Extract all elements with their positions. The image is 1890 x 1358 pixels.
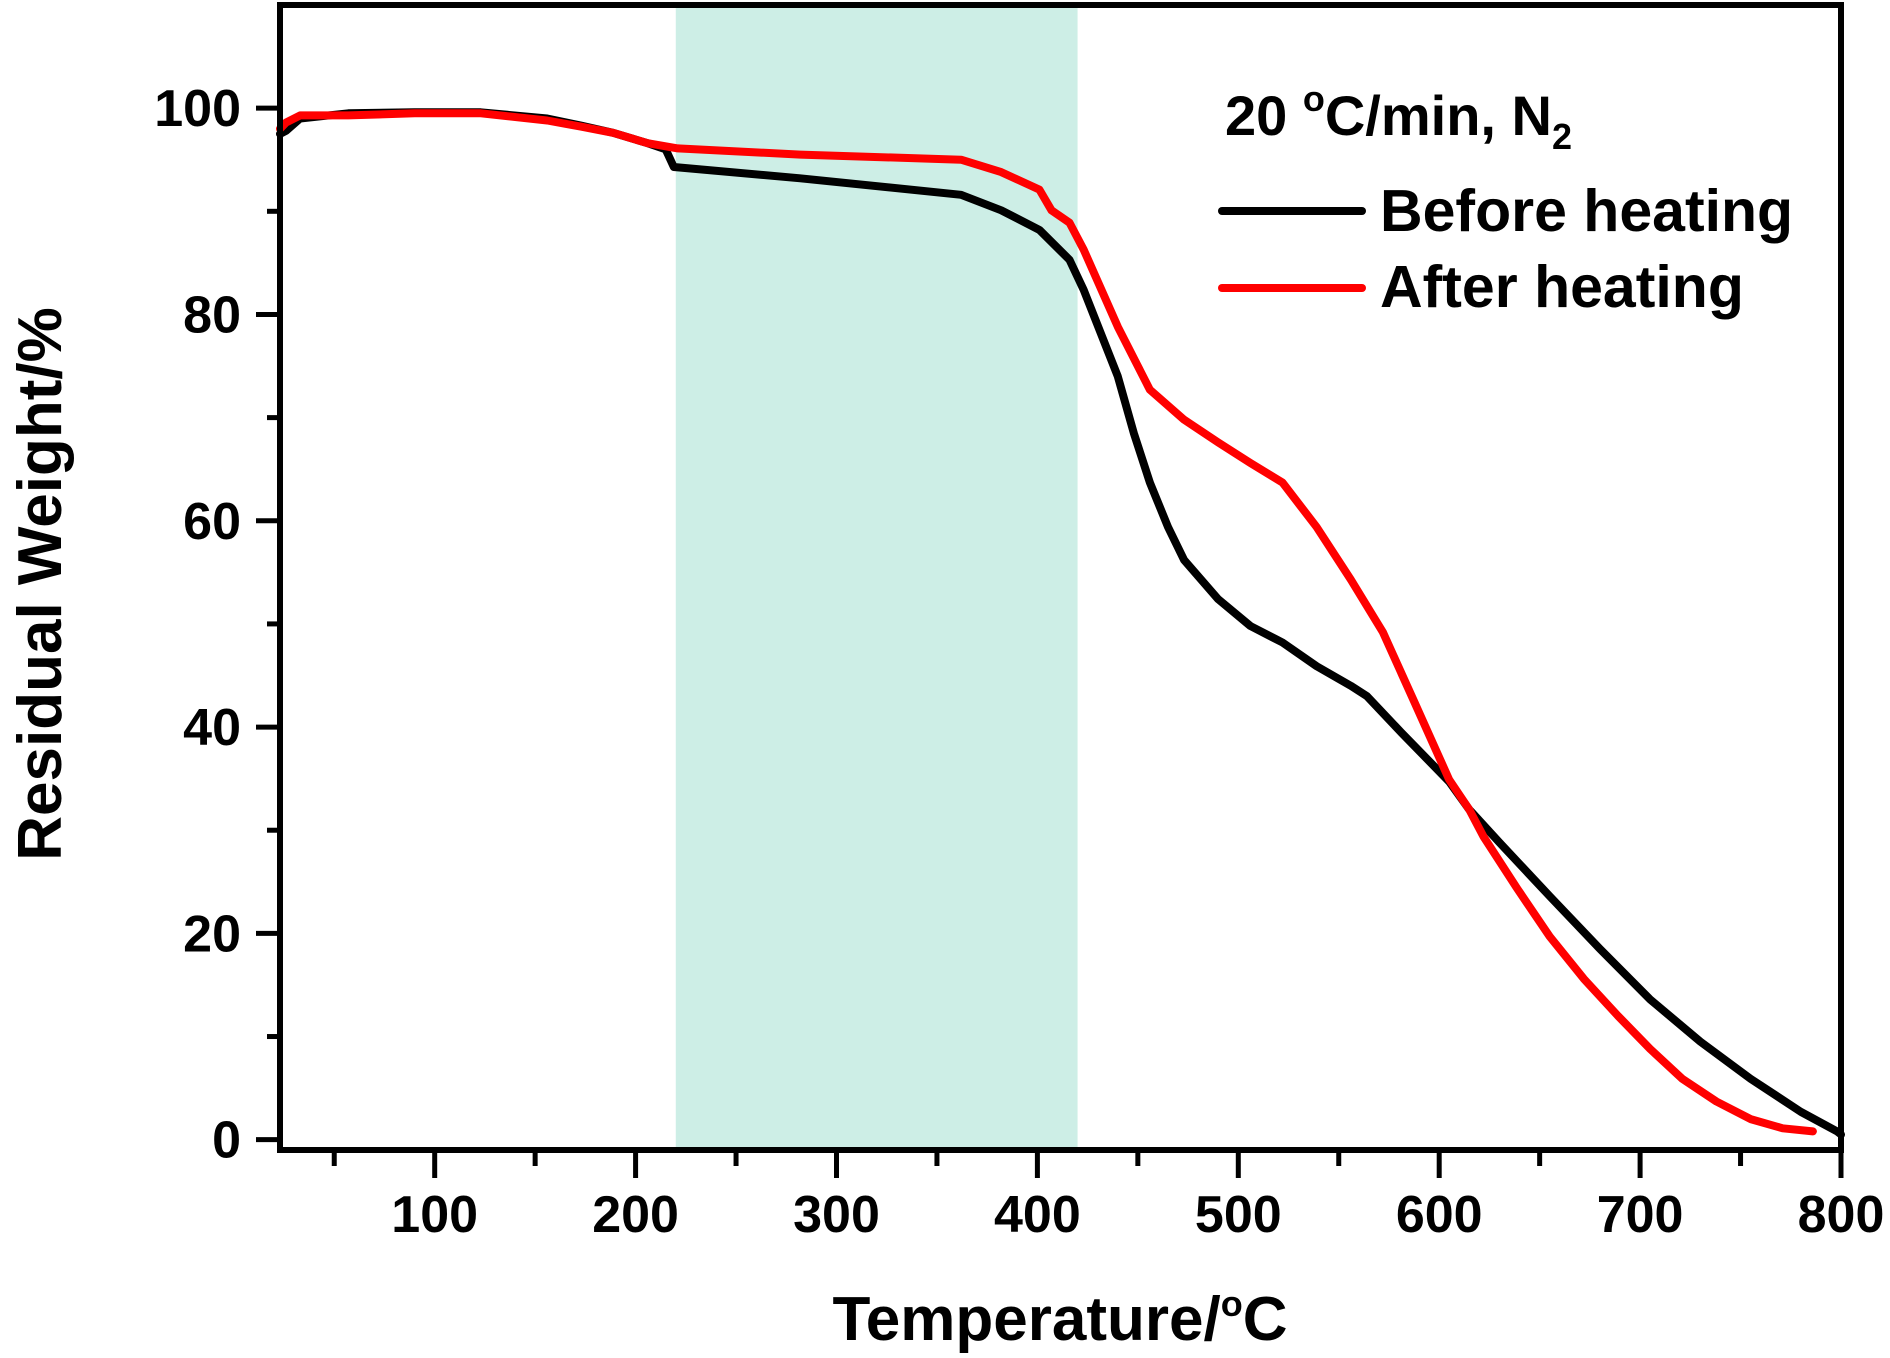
- x-tick-label: 400: [994, 1186, 1081, 1244]
- y-tick-label: 100: [154, 80, 241, 138]
- x-tick-label: 700: [1597, 1186, 1684, 1244]
- series-line-after-heating: [276, 109, 1817, 1136]
- x-tick-label: 100: [391, 1186, 478, 1244]
- series-layer: [276, 108, 1845, 1139]
- shaded-region: [675, 5, 1078, 1150]
- x-tick-label: 300: [793, 1186, 880, 1244]
- legend-label-after-heating: After heating: [1380, 254, 1744, 320]
- x-tick-label: 600: [1396, 1186, 1483, 1244]
- x-axis-title: Temperature/oC: [833, 1283, 1288, 1354]
- y-tick-label: 40: [183, 699, 241, 757]
- y-axis-title: Residual Weight/%: [6, 307, 75, 861]
- y-tick-label: 20: [183, 905, 241, 963]
- y-ticks: 0 20 40 60 80 100: [154, 80, 280, 1170]
- y-tick-label: 60: [183, 493, 241, 551]
- y-tick-label: 80: [183, 286, 241, 344]
- legend: 20 oC/min, N2 Before heating After heati…: [1218, 78, 1793, 320]
- x-tick-label: 800: [1798, 1186, 1885, 1244]
- x-ticks: 100 200 300 400 500 600 700 800: [331, 1150, 1885, 1244]
- legend-title: 20 oC/min, N2: [1225, 78, 1572, 157]
- x-tick-label: 200: [592, 1186, 679, 1244]
- x-tick-label: 500: [1195, 1186, 1282, 1244]
- y-tick-label: 0: [212, 1112, 241, 1170]
- axes-layer: [277, 2, 1844, 1153]
- legend-label-before-heating: Before heating: [1380, 178, 1793, 244]
